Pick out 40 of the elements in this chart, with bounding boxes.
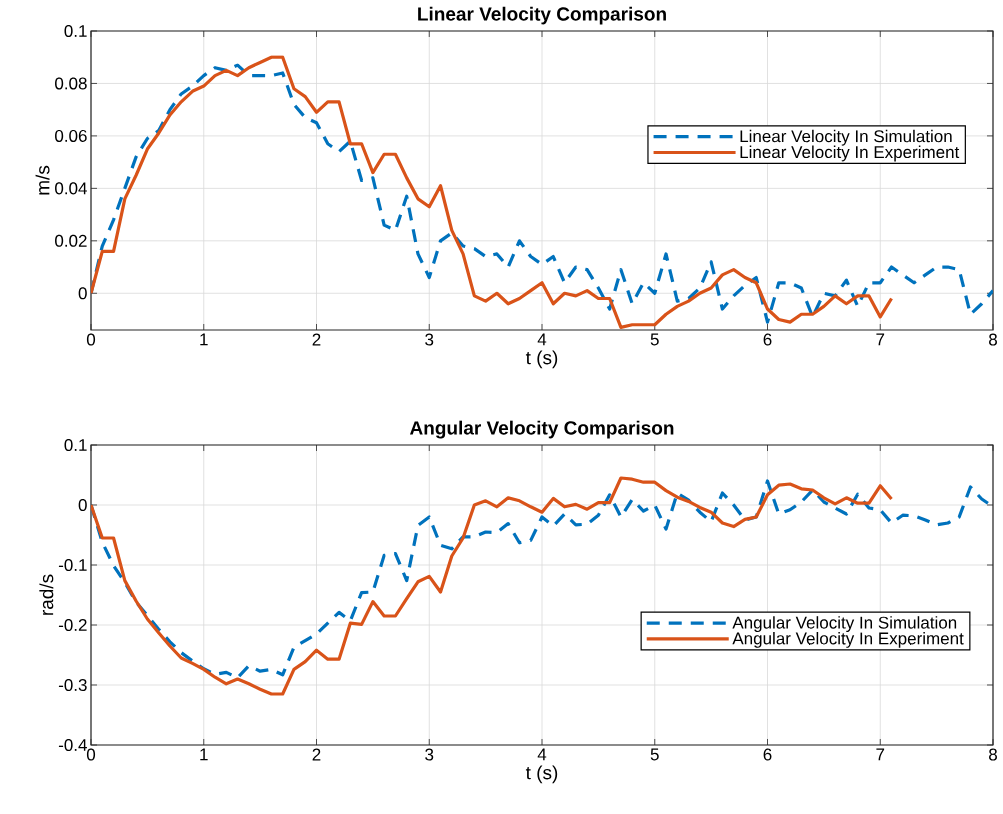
x-tick-label: 5 xyxy=(650,333,659,346)
legend-label: Linear Velocity In Simulation xyxy=(740,129,952,146)
x-tick-label: 0 xyxy=(86,748,96,761)
x-tick-label: 5 xyxy=(650,748,659,761)
y-tick-label: 0.04 xyxy=(55,182,87,195)
chart-title: Angular Velocity Comparison xyxy=(409,420,674,439)
y-axis-title: rad/s xyxy=(39,574,54,615)
x-tick-label: 0 xyxy=(86,333,96,346)
y-tick-label: 0.1 xyxy=(64,438,87,452)
x-tick-label: 6 xyxy=(763,748,772,761)
x-tick-label: 2 xyxy=(312,333,321,346)
y-axis-title: m/s xyxy=(35,165,50,195)
x-axis-title: t (s) xyxy=(525,350,558,369)
x-tick-label: 8 xyxy=(989,333,997,346)
x-tick-label: 6 xyxy=(763,333,772,346)
legend-label: Angular Velocity In Simulation xyxy=(732,616,957,633)
x-tick-label: 7 xyxy=(876,333,885,346)
x-tick-label: 7 xyxy=(876,748,885,761)
x-tick-label: 3 xyxy=(425,748,434,761)
x-tick-label: 1 xyxy=(200,333,208,346)
y-tick-label: 0.02 xyxy=(55,234,87,247)
y-tick-label: 0 xyxy=(78,287,87,300)
y-tick-label: -0.4 xyxy=(58,738,87,752)
y-tick-label: 0 xyxy=(78,498,87,512)
x-tick-label: 8 xyxy=(989,748,997,761)
y-tick-label: -0.2 xyxy=(58,618,87,632)
x-tick-label: 4 xyxy=(537,333,547,346)
x-tick-label: 3 xyxy=(425,333,434,346)
x-tick-label: 4 xyxy=(537,748,547,761)
legend-label: Linear Velocity In Experiment xyxy=(740,145,960,162)
y-tick-label: 0.1 xyxy=(64,24,87,38)
y-tick-label: -0.3 xyxy=(58,678,87,692)
y-tick-label: -0.1 xyxy=(58,558,87,572)
y-tick-label: 0.08 xyxy=(55,77,87,90)
x-tick-label: 2 xyxy=(312,748,321,761)
x-tick-label: 1 xyxy=(200,748,208,761)
y-tick-label: 0.06 xyxy=(55,129,87,142)
x-axis-title: t (s) xyxy=(525,765,558,784)
legend-label: Angular Velocity In Experiment xyxy=(732,632,964,648)
chart-title: Linear Velocity Comparison xyxy=(418,6,666,25)
